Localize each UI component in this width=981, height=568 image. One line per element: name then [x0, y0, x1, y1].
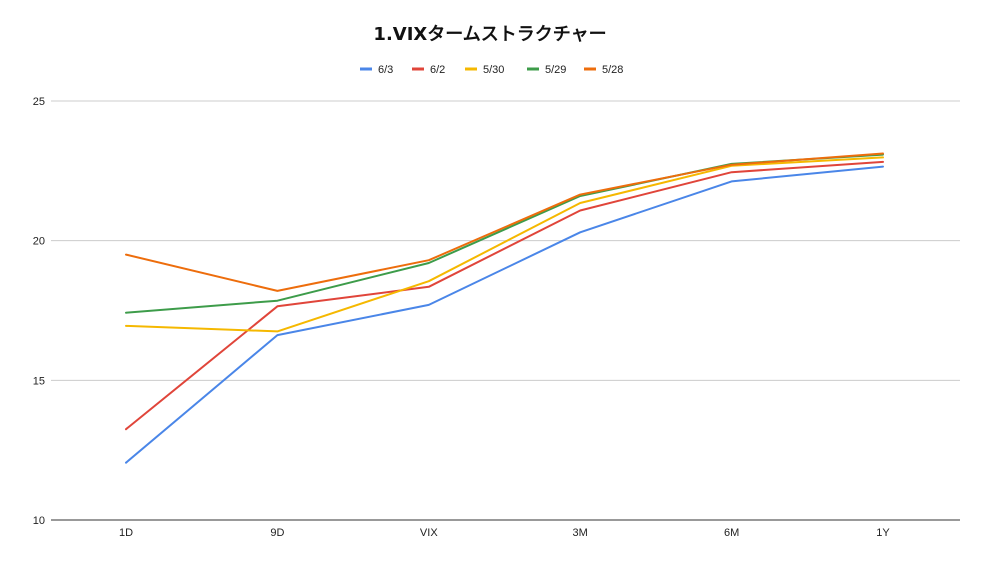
x-tick-label: 6M: [724, 527, 739, 539]
series-line: [125, 160, 884, 431]
gridlines: [51, 100, 960, 521]
legend-label: 5/28: [602, 64, 623, 76]
y-tick-label: 10: [33, 515, 45, 527]
x-axis-ticks: 1D 9D VIX 3M 6M 1Y: [119, 527, 890, 539]
y-tick-label: 15: [33, 375, 45, 387]
y-tick-label: 25: [33, 96, 45, 108]
x-tick-label: 9D: [270, 527, 284, 539]
x-tick-label: 1D: [119, 527, 133, 539]
legend-label: 6/2: [430, 64, 445, 76]
chart-title: 1.VIXタームストラクチャー: [373, 24, 606, 45]
series-line: [125, 156, 884, 333]
series-lines: [125, 152, 884, 464]
legend-label: 5/30: [483, 64, 504, 76]
legend-label: 6/3: [378, 64, 393, 76]
y-tick-label: 20: [33, 236, 45, 248]
y-axis-ticks: 10 15 20 25: [33, 96, 45, 527]
x-tick-label: 3M: [573, 527, 588, 539]
legend: 6/3 6/2 5/30 5/29 5/28: [360, 64, 623, 76]
x-tick-label: VIX: [420, 527, 438, 539]
series-line: [125, 165, 884, 464]
series-line: [125, 152, 884, 292]
legend-label: 5/29: [545, 64, 566, 76]
x-tick-label: 1Y: [876, 527, 890, 539]
